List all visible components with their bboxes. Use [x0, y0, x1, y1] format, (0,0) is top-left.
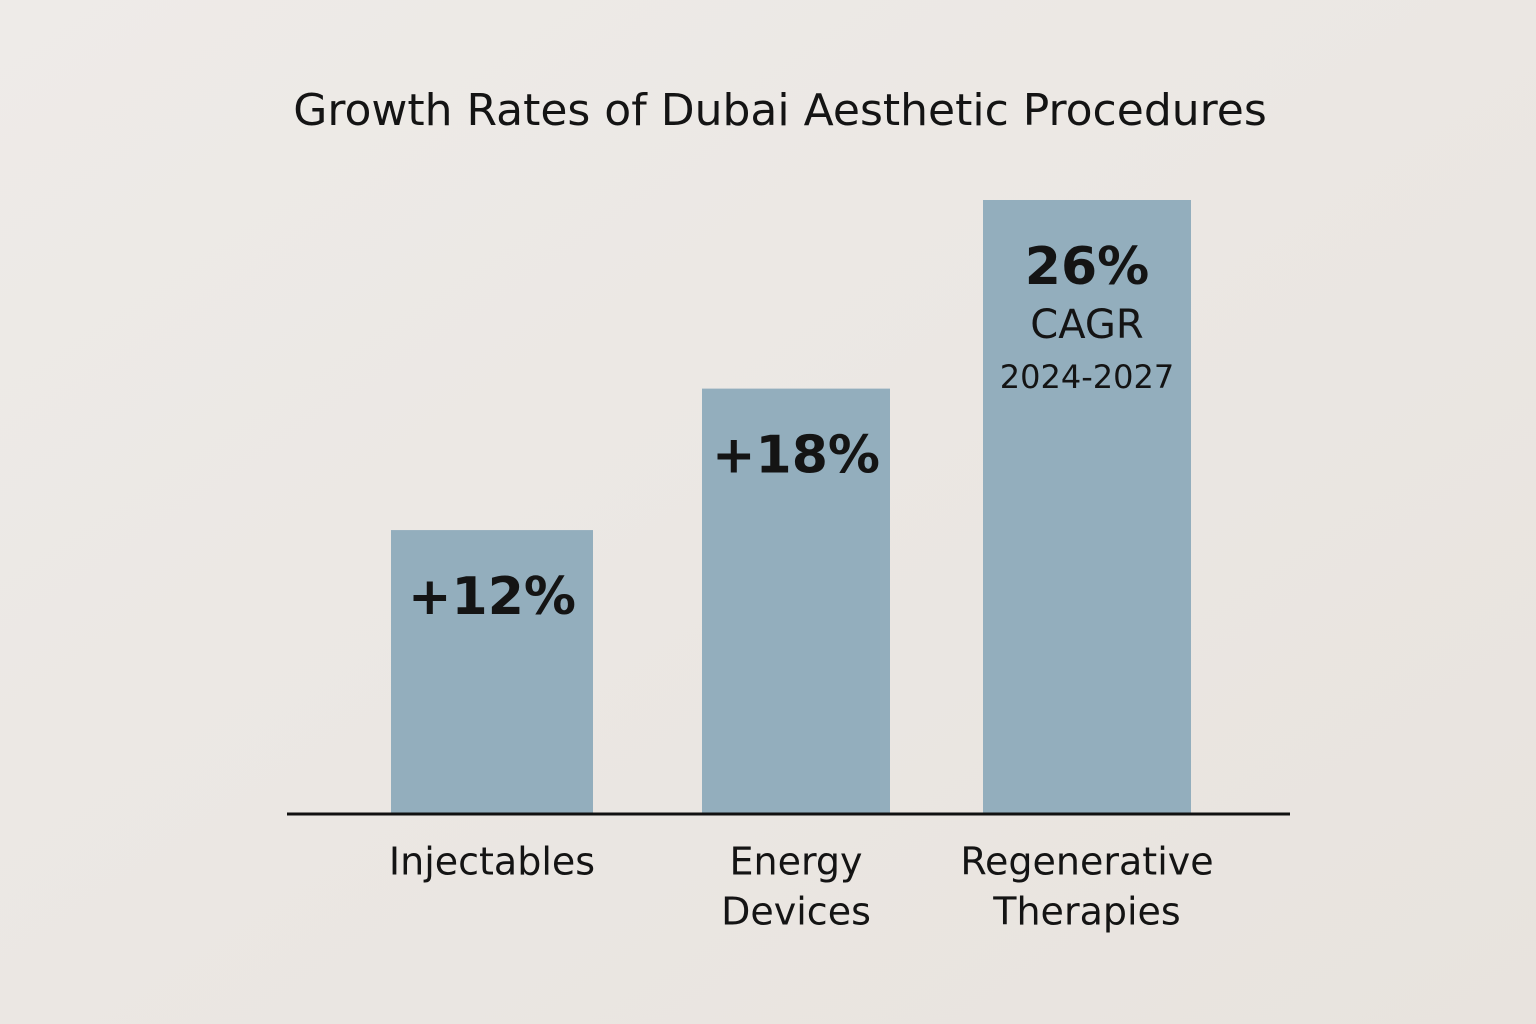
value-label: +12% [408, 567, 576, 627]
bar [391, 530, 593, 813]
value-label: +18% [712, 426, 880, 486]
x-tick-label: Therapies [992, 890, 1180, 934]
plot: +12% Injectables +18% Energy Devices 26% CAGR 2… [389, 200, 1214, 934]
x-tick-label: Injectables [389, 840, 595, 884]
x-tick-label: Devices [721, 890, 871, 934]
x-tick-label: Energy [729, 840, 862, 884]
chart-title: Growth Rates of Dubai Aesthetic Procedur… [293, 85, 1267, 136]
bar [983, 200, 1191, 813]
annotation: CAGR [1030, 302, 1143, 348]
x-tick-label: Regenerative [960, 840, 1213, 884]
annotation: 2024-2027 [1000, 358, 1174, 396]
value-label: 26% [1025, 237, 1149, 297]
bar [702, 388, 890, 813]
